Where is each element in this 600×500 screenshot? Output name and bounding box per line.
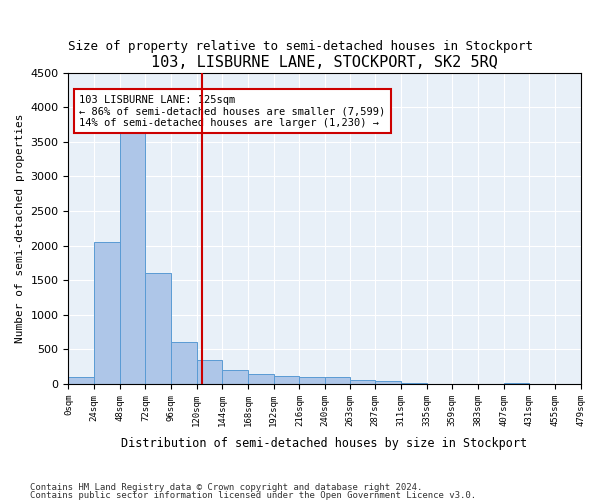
Text: Contains public sector information licensed under the Open Government Licence v3: Contains public sector information licen… — [30, 490, 476, 500]
Bar — [68, 377, 94, 384]
X-axis label: Distribution of semi-detached houses by size in Stockport: Distribution of semi-detached houses by … — [121, 437, 527, 450]
Bar — [375, 381, 401, 384]
Bar — [299, 377, 325, 384]
Bar — [248, 374, 274, 384]
Bar — [197, 360, 223, 384]
Text: 103 LISBURNE LANE: 125sqm
← 86% of semi-detached houses are smaller (7,599)
14% : 103 LISBURNE LANE: 125sqm ← 86% of semi-… — [79, 94, 385, 128]
Text: Size of property relative to semi-detached houses in Stockport: Size of property relative to semi-detach… — [67, 40, 533, 53]
Bar — [503, 383, 529, 384]
Title: 103, LISBURNE LANE, STOCKPORT, SK2 5RQ: 103, LISBURNE LANE, STOCKPORT, SK2 5RQ — [151, 55, 498, 70]
Bar — [120, 132, 145, 384]
Y-axis label: Number of semi-detached properties: Number of semi-detached properties — [15, 114, 25, 343]
Bar — [171, 342, 197, 384]
Bar — [325, 377, 350, 384]
Bar — [145, 273, 171, 384]
Bar — [274, 376, 299, 384]
Bar — [223, 370, 248, 384]
Bar — [94, 242, 120, 384]
Text: Contains HM Land Registry data © Crown copyright and database right 2024.: Contains HM Land Registry data © Crown c… — [30, 483, 422, 492]
Bar — [350, 380, 375, 384]
Bar — [401, 383, 427, 384]
